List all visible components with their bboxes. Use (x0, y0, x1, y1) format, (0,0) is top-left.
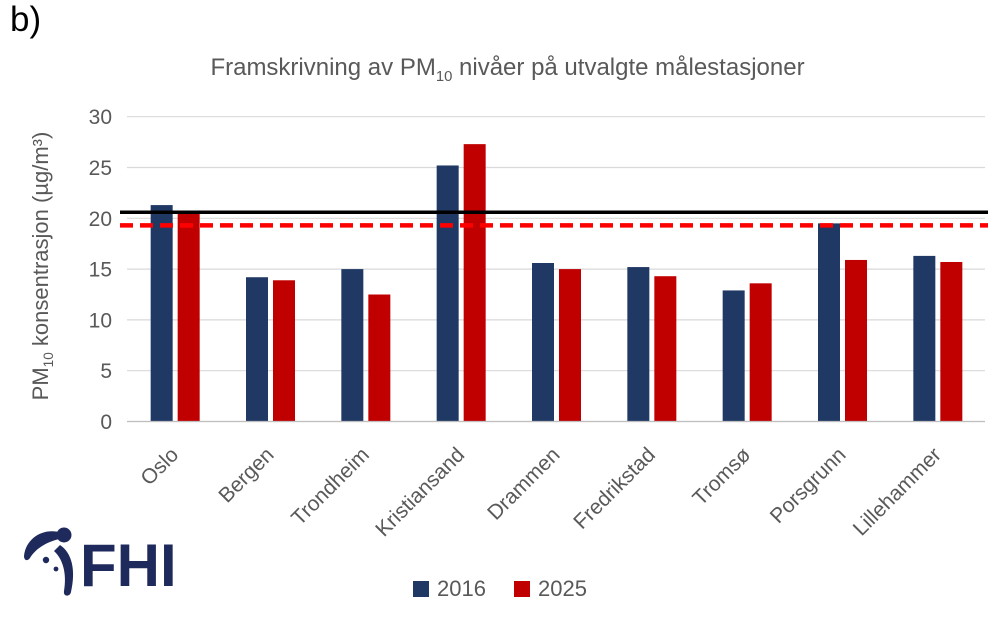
bar-2016-tromso (722, 290, 745, 422)
x-category-label-trondheim: Trondheim (287, 443, 374, 530)
y-tick-label-0: 0 (100, 411, 112, 434)
bar-2025-kristiansand (463, 144, 486, 422)
x-category-label-bergen: Bergen (214, 443, 278, 507)
chart-title-subscript: 10 (435, 68, 453, 85)
x-category-label-porsgrunn: Porsgrunn (766, 443, 851, 528)
legend-item-2025: 2025 (514, 576, 587, 602)
bar-2025-tromso (749, 283, 772, 422)
x-category-label-kristiansand: Kristiansand (371, 443, 469, 541)
bar-2025-porsgrunn (845, 259, 867, 422)
x-category-label-drammen: Drammen (483, 443, 564, 524)
bar-2016-trondheim (341, 269, 364, 422)
y-tick-label-25: 25 (89, 157, 112, 180)
fhi-logo-mark-icon (24, 527, 74, 596)
y-tick-label-5: 5 (100, 360, 112, 383)
x-category-label-tromso: Tromsø (688, 443, 755, 510)
bar-2025-lillehammer (940, 261, 963, 422)
x-category-label-fredrikstad: Fredrikstad (569, 443, 660, 534)
legend-swatch-2016 (413, 581, 430, 597)
bar-2016-oslo (150, 205, 173, 422)
bar-2016-drammen (532, 263, 554, 422)
y-tick-label-15: 15 (89, 259, 112, 282)
y-tick-label-10: 10 (89, 309, 112, 332)
legend-label-2025: 2025 (538, 576, 587, 601)
chart-title: Framskrivning av PM10 nivåer på utvalgte… (30, 54, 985, 85)
chart-title-prefix: Framskrivning av PM (210, 54, 436, 81)
bar-2016-lillehammer (913, 255, 936, 422)
bar-2016-bergen (246, 277, 268, 422)
bar-2025-trondheim (368, 294, 391, 422)
y-tick-label-20: 20 (89, 208, 112, 231)
x-category-label-oslo: Oslo (136, 443, 183, 490)
chart-title-suffix: nivåer på utvalgte målestasjoner (452, 54, 805, 81)
bar-2025-oslo (177, 211, 200, 422)
bar-2016-porsgrunn (818, 223, 840, 422)
y-tick-label-30: 30 (89, 106, 112, 129)
legend-label-2016: 2016 (437, 576, 486, 601)
legend-item-2016: 2016 (413, 576, 486, 602)
fhi-logo: FHI (24, 527, 177, 599)
bar-2025-drammen (559, 269, 581, 422)
panel-label: b) (10, 0, 42, 39)
legend-swatch-2025 (514, 581, 530, 597)
bar-2025-bergen (273, 280, 295, 422)
fhi-logo-text: FHI (80, 532, 177, 599)
chart-legend: 2016 2025 (0, 576, 1000, 602)
x-category-label-lillehammer: Lillehammer (849, 443, 946, 540)
bar-2016-kristiansand (436, 165, 459, 422)
bar-2016-fredrikstad (627, 267, 650, 422)
bar-2025-fredrikstad (654, 276, 677, 422)
